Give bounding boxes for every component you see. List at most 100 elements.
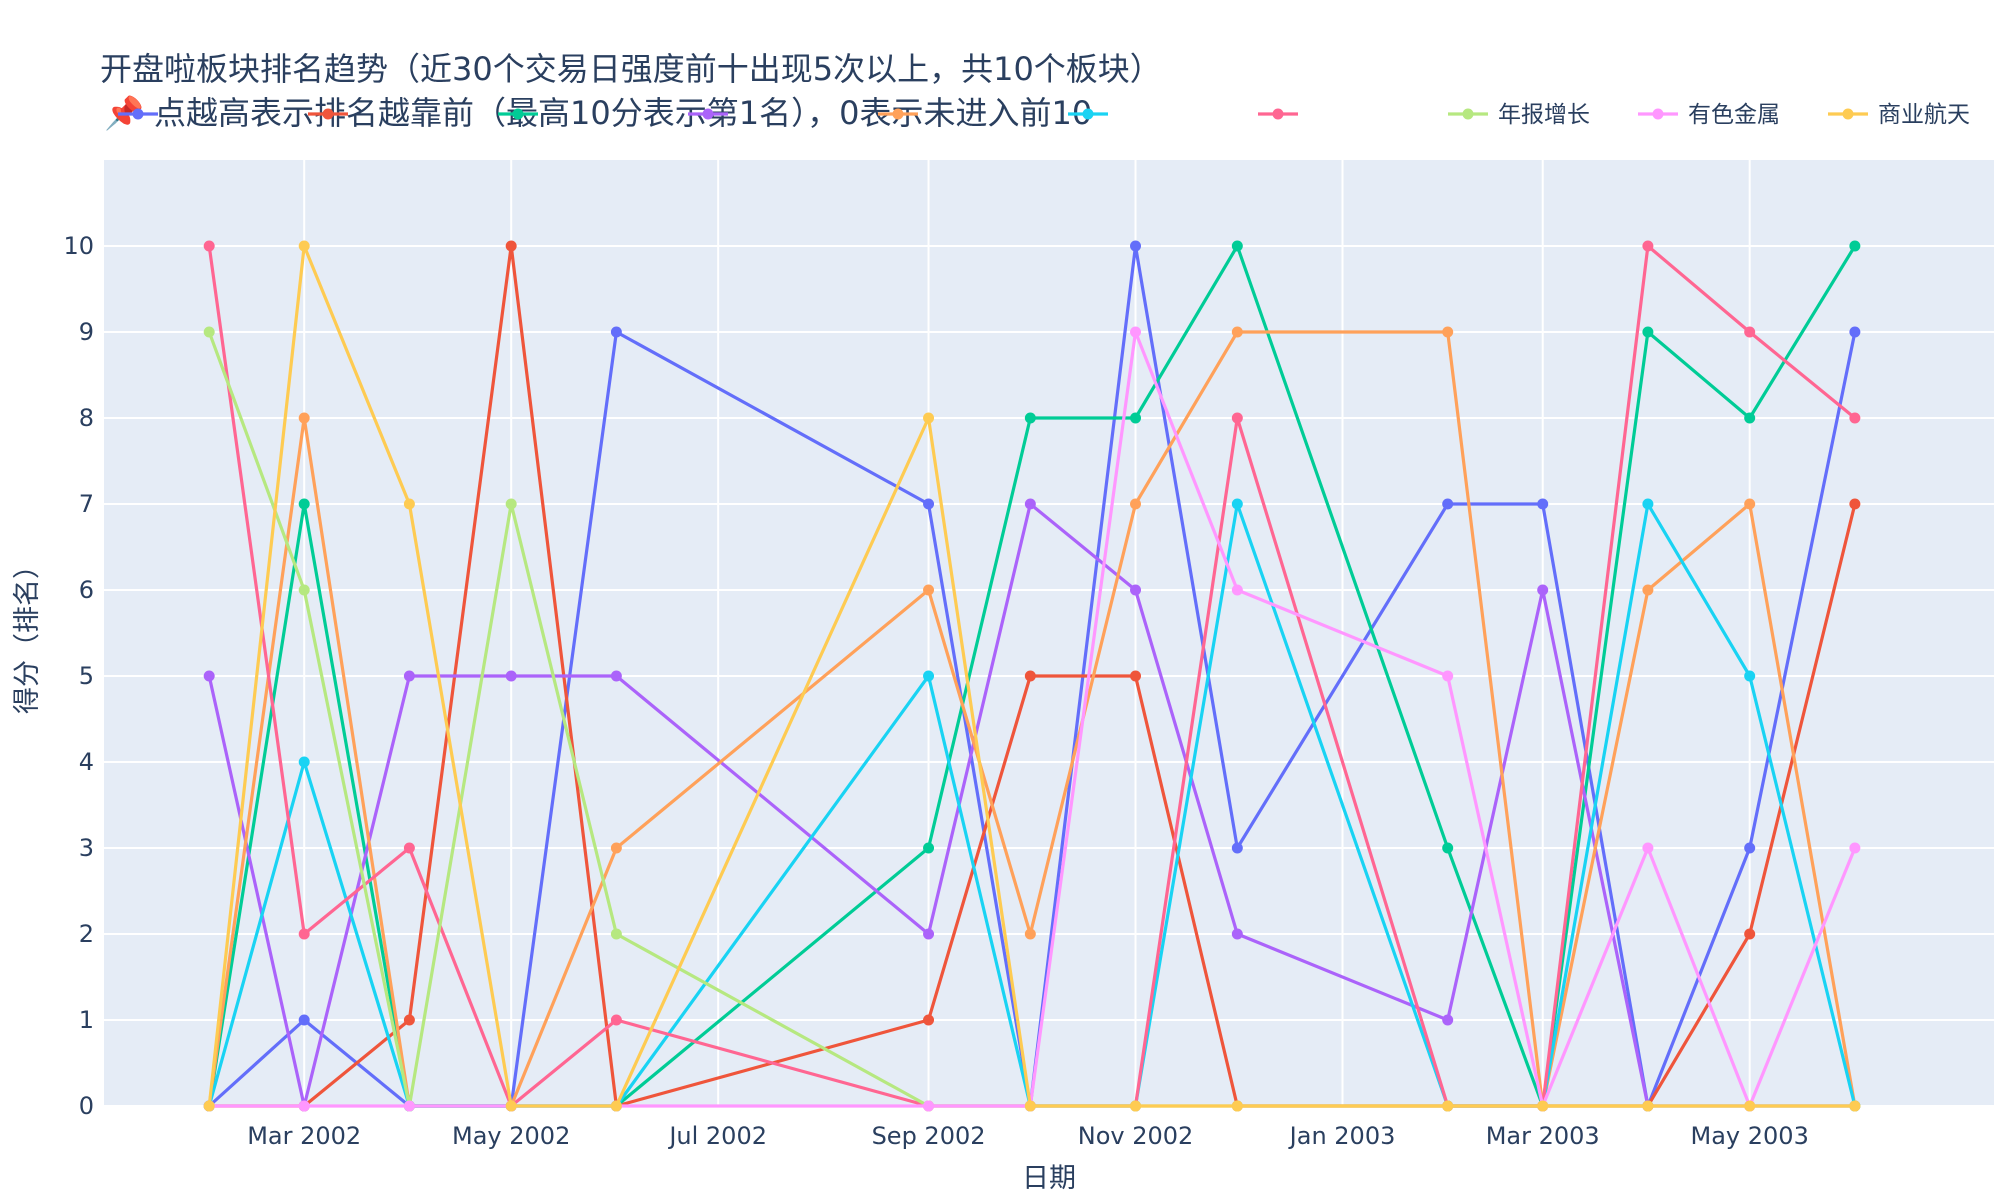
data-point[interactable] — [1442, 1014, 1454, 1026]
data-point[interactable] — [1744, 498, 1756, 510]
data-point[interactable] — [1849, 326, 1861, 338]
data-point[interactable] — [610, 928, 622, 940]
data-point[interactable] — [1642, 1100, 1654, 1112]
data-point[interactable] — [1024, 498, 1036, 510]
legend-item[interactable] — [1258, 108, 1298, 120]
data-point[interactable] — [923, 584, 935, 596]
data-point[interactable] — [1744, 326, 1756, 338]
data-point[interactable] — [923, 842, 935, 854]
data-point[interactable] — [1130, 498, 1142, 510]
data-point[interactable] — [298, 240, 310, 252]
data-point[interactable] — [1849, 498, 1861, 510]
legend-item[interactable]: 商业航天 — [1828, 102, 1970, 128]
data-point[interactable] — [610, 1100, 622, 1112]
data-point[interactable] — [1744, 670, 1756, 682]
data-point[interactable] — [1744, 412, 1756, 424]
data-point[interactable] — [298, 1100, 310, 1112]
data-point[interactable] — [298, 498, 310, 510]
data-point[interactable] — [298, 412, 310, 424]
data-point[interactable] — [1849, 1100, 1861, 1112]
y-tick-label: 7 — [79, 490, 94, 518]
data-point[interactable] — [1442, 842, 1454, 854]
data-point[interactable] — [1130, 670, 1142, 682]
legend-item[interactable] — [688, 108, 728, 120]
data-point[interactable] — [505, 240, 517, 252]
data-point[interactable] — [610, 670, 622, 682]
data-point[interactable] — [1442, 670, 1454, 682]
data-point[interactable] — [298, 584, 310, 596]
legend-swatch-marker — [1082, 108, 1094, 120]
data-point[interactable] — [1231, 928, 1243, 940]
data-point[interactable] — [1744, 928, 1756, 940]
data-point[interactable] — [298, 756, 310, 768]
data-point[interactable] — [1130, 1100, 1142, 1112]
data-point[interactable] — [1537, 1100, 1549, 1112]
data-point[interactable] — [923, 1014, 935, 1026]
data-point[interactable] — [403, 842, 415, 854]
data-point[interactable] — [610, 326, 622, 338]
data-point[interactable] — [1231, 498, 1243, 510]
chart-subtitle: 📌 点越高表示排名越靠前（最高10分表示第1名），0表示未进入前10 — [104, 94, 1092, 132]
data-point[interactable] — [298, 1014, 310, 1026]
data-point[interactable] — [610, 842, 622, 854]
data-point[interactable] — [1744, 842, 1756, 854]
data-point[interactable] — [1537, 498, 1549, 510]
data-point[interactable] — [1442, 498, 1454, 510]
data-point[interactable] — [1642, 842, 1654, 854]
data-point[interactable] — [1849, 240, 1861, 252]
data-point[interactable] — [1231, 326, 1243, 338]
data-point[interactable] — [1130, 584, 1142, 596]
data-point[interactable] — [1231, 412, 1243, 424]
data-point[interactable] — [203, 240, 215, 252]
data-point[interactable] — [1231, 1100, 1243, 1112]
legend[interactable]: 年报增长 有色金属 商业航天 — [118, 102, 1970, 128]
data-point[interactable] — [1231, 842, 1243, 854]
data-point[interactable] — [203, 670, 215, 682]
data-point[interactable] — [1024, 670, 1036, 682]
legend-item[interactable] — [498, 108, 538, 120]
data-point[interactable] — [505, 670, 517, 682]
data-point[interactable] — [1537, 584, 1549, 596]
data-point[interactable] — [923, 412, 935, 424]
data-point[interactable] — [1024, 928, 1036, 940]
data-point[interactable] — [505, 498, 517, 510]
data-point[interactable] — [1642, 240, 1654, 252]
data-point[interactable] — [1442, 326, 1454, 338]
data-point[interactable] — [1130, 326, 1142, 338]
legend-item[interactable] — [1068, 108, 1108, 120]
data-point[interactable] — [403, 1100, 415, 1112]
data-point[interactable] — [1231, 240, 1243, 252]
data-point[interactable] — [610, 1014, 622, 1026]
data-point[interactable] — [203, 1100, 215, 1112]
legend-item[interactable] — [308, 108, 348, 120]
data-point[interactable] — [923, 1100, 935, 1112]
data-point[interactable] — [1642, 498, 1654, 510]
data-point[interactable] — [1849, 412, 1861, 424]
legend-item[interactable]: 有色金属 — [1638, 102, 1780, 128]
data-point[interactable] — [1642, 584, 1654, 596]
data-point[interactable] — [403, 498, 415, 510]
data-point[interactable] — [403, 1014, 415, 1026]
data-point[interactable] — [1024, 1100, 1036, 1112]
data-point[interactable] — [505, 1100, 517, 1112]
data-point[interactable] — [1024, 412, 1036, 424]
series[interactable] — [203, 240, 1861, 1112]
data-point[interactable] — [1849, 842, 1861, 854]
x-tick-label: May 2003 — [1691, 1122, 1809, 1150]
data-point[interactable] — [298, 928, 310, 940]
y-tick-label: 5 — [79, 662, 94, 690]
data-point[interactable] — [923, 498, 935, 510]
data-point[interactable] — [1130, 240, 1142, 252]
legend-item[interactable] — [878, 108, 918, 120]
data-point[interactable] — [923, 670, 935, 682]
data-point[interactable] — [923, 928, 935, 940]
data-point[interactable] — [1744, 1100, 1756, 1112]
data-point[interactable] — [1231, 584, 1243, 596]
legend-item[interactable]: 年报增长 — [1448, 102, 1590, 128]
data-point[interactable] — [1130, 412, 1142, 424]
data-point[interactable] — [1642, 326, 1654, 338]
data-point[interactable] — [403, 670, 415, 682]
data-point[interactable] — [203, 326, 215, 338]
legend-item[interactable] — [118, 108, 158, 120]
data-point[interactable] — [1442, 1100, 1454, 1112]
